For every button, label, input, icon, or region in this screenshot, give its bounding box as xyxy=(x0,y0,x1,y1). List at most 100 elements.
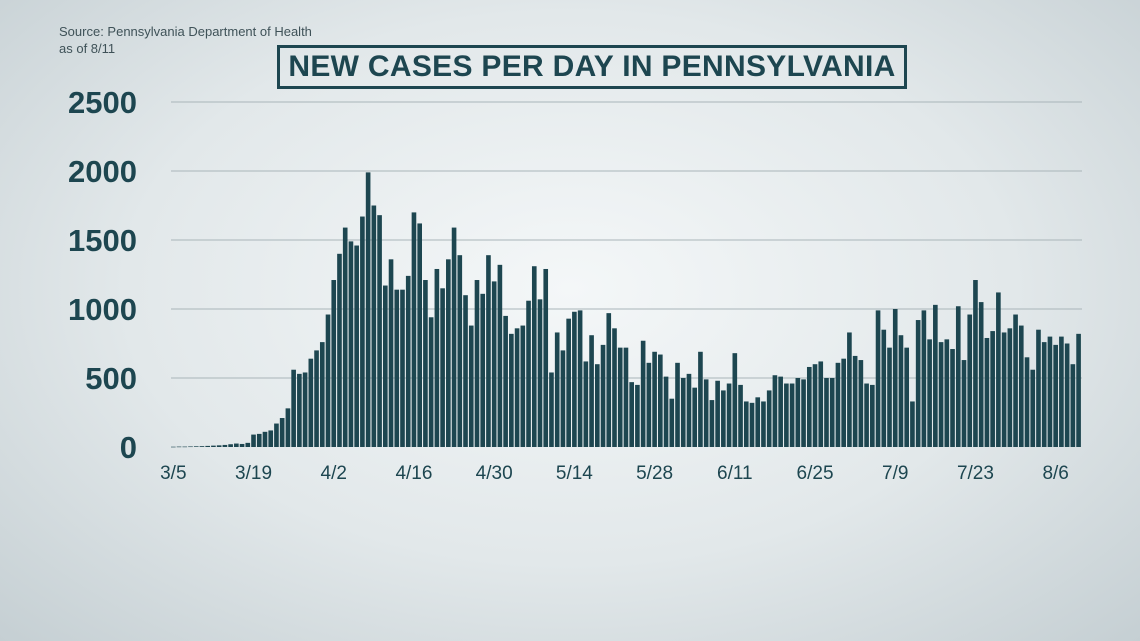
bar xyxy=(600,344,606,447)
bar xyxy=(1070,364,1076,447)
bar xyxy=(193,446,199,447)
bar xyxy=(898,335,904,447)
bar xyxy=(858,360,864,447)
y-axis-ticks: 0 500 1000 1500 2000 2500 xyxy=(68,85,137,465)
y-tick-label: 2500 xyxy=(68,85,137,120)
bar xyxy=(428,317,434,447)
bar xyxy=(411,212,417,447)
bar xyxy=(933,304,938,447)
bar xyxy=(1001,332,1007,447)
bar xyxy=(766,390,772,447)
bar xyxy=(549,372,554,447)
bar xyxy=(772,375,778,447)
bar xyxy=(749,402,755,447)
bar xyxy=(967,314,973,447)
bar xyxy=(680,378,686,447)
x-tick-label: 7/9 xyxy=(882,463,908,484)
y-tick-label: 0 xyxy=(120,430,137,465)
bar xyxy=(262,431,268,447)
bar xyxy=(950,349,955,447)
bar xyxy=(331,280,337,447)
bar xyxy=(594,364,600,447)
bar xyxy=(623,347,629,447)
bar xyxy=(675,362,680,447)
bar xyxy=(566,318,571,447)
bar xyxy=(394,289,400,447)
bar xyxy=(405,275,411,447)
bar xyxy=(1018,325,1024,447)
bar xyxy=(829,378,835,447)
bar xyxy=(1041,342,1047,447)
bar xyxy=(589,335,594,447)
bar xyxy=(847,332,852,447)
bar xyxy=(199,446,205,447)
bar xyxy=(491,281,497,447)
y-tick-label: 1500 xyxy=(68,223,137,258)
x-tick-label: 4/16 xyxy=(395,463,432,484)
bar xyxy=(468,325,474,447)
x-tick-label: 8/6 xyxy=(1042,463,1068,484)
bar xyxy=(841,358,846,447)
source-line: Source: Pennsylvania Department of Healt… xyxy=(59,24,312,39)
bar xyxy=(348,241,354,447)
x-tick-label: 3/5 xyxy=(160,463,186,484)
bar xyxy=(927,339,932,447)
bar xyxy=(171,446,176,448)
bar xyxy=(520,325,526,447)
x-tick-label: 5/14 xyxy=(556,463,593,484)
bar xyxy=(818,361,824,447)
bar xyxy=(698,351,703,447)
bar xyxy=(560,350,566,447)
bar xyxy=(245,442,251,447)
bar xyxy=(446,259,451,447)
bar xyxy=(319,342,325,447)
bar xyxy=(743,401,749,447)
x-axis-ticks: 3/5 3/19 4/2 4/16 4/30 5/14 5/28 6/11 6/25 7/9 7/2… xyxy=(160,463,1069,484)
bar xyxy=(486,255,491,447)
bar xyxy=(377,215,382,447)
bar xyxy=(663,376,669,447)
bars xyxy=(171,172,1081,448)
bar xyxy=(509,333,514,447)
bar xyxy=(228,444,233,447)
bar xyxy=(961,360,967,447)
bar xyxy=(365,172,371,447)
bar xyxy=(617,347,623,447)
bar xyxy=(703,379,709,447)
x-tick-label: 7/23 xyxy=(957,463,994,484)
bar xyxy=(944,339,950,447)
bar xyxy=(279,418,285,447)
bar xyxy=(302,372,308,447)
y-tick-label: 2000 xyxy=(68,154,137,189)
bar xyxy=(1013,314,1018,447)
bar xyxy=(457,255,463,447)
bar xyxy=(337,253,342,447)
bar xyxy=(382,285,388,447)
bar xyxy=(715,380,720,447)
bar xyxy=(1047,336,1053,447)
as-of-line: as of 8/11 xyxy=(59,41,116,56)
y-tick-label: 500 xyxy=(85,361,137,396)
bar xyxy=(268,430,274,447)
bar xyxy=(423,280,428,447)
bar xyxy=(646,362,652,447)
bar xyxy=(658,354,663,447)
bar xyxy=(222,444,228,447)
bar xyxy=(692,387,698,447)
chart-title: NEW CASES PER DAY IN PENNSYLVANIA xyxy=(277,45,907,89)
bar xyxy=(308,358,314,447)
bar xyxy=(778,376,783,447)
bar xyxy=(291,369,296,447)
bar xyxy=(537,299,543,447)
bar xyxy=(440,288,445,447)
bar xyxy=(732,353,738,447)
gridlines xyxy=(171,101,1082,379)
bar xyxy=(955,306,961,447)
bar xyxy=(996,292,1001,447)
bar xyxy=(451,227,457,447)
bar xyxy=(577,310,583,447)
bar xyxy=(256,433,262,447)
bar xyxy=(274,423,279,447)
bar xyxy=(652,351,657,447)
